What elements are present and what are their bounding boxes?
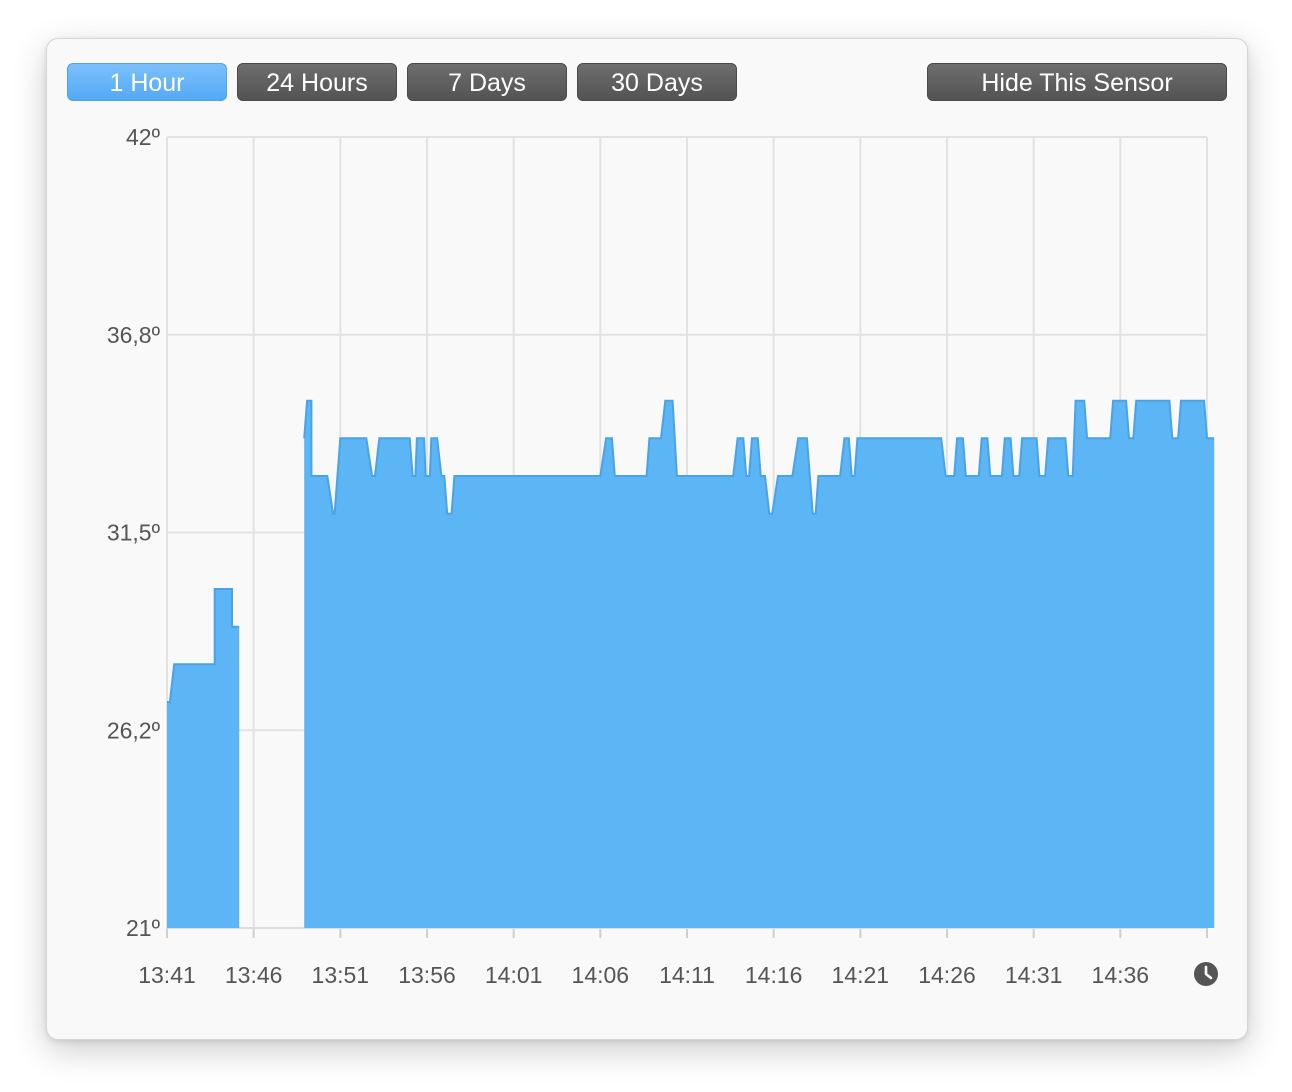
- y-tick-label: 42º: [126, 124, 161, 150]
- sensor-history-window: 1 Hour 24 Hours 7 Days 30 Days Hide This…: [46, 38, 1248, 1040]
- x-tick-label: 14:21: [832, 962, 890, 988]
- y-tick-label: 21º: [126, 915, 161, 941]
- range-30-days-button[interactable]: 30 Days: [577, 63, 737, 101]
- y-tick-label: 36,8º: [107, 322, 161, 348]
- temperature-chart: 21º 26,2º 31,5º 36,8º 42º 13:41 13:46 13:51 13:…: [107, 124, 1218, 988]
- clock-icon[interactable]: [1194, 962, 1218, 986]
- range-24-hours-button[interactable]: 24 Hours: [237, 63, 397, 101]
- range-1-hour-button[interactable]: 1 Hour: [67, 63, 227, 101]
- x-tick-label: 14:01: [485, 962, 543, 988]
- y-tick-label: 31,5º: [107, 520, 161, 546]
- x-tick-label: 13:41: [138, 962, 196, 988]
- range-7-days-button[interactable]: 7 Days: [407, 63, 567, 101]
- x-tick-label: 13:56: [398, 962, 456, 988]
- x-tick-label: 13:51: [312, 962, 370, 988]
- temperature-area: [304, 400, 1215, 928]
- x-tick-label: 13:46: [225, 962, 283, 988]
- temperature-line: [303, 399, 1215, 515]
- x-tick-label: 14:06: [572, 962, 630, 988]
- x-tick-label: 14:36: [1092, 962, 1150, 988]
- hide-sensor-button[interactable]: Hide This Sensor: [927, 63, 1227, 101]
- x-tick-label: 14:16: [745, 962, 803, 988]
- x-tick-label: 14:26: [918, 962, 976, 988]
- temperature-line: [167, 588, 240, 703]
- x-tick-label: 14:11: [659, 962, 715, 988]
- y-tick-label: 26,2º: [107, 717, 161, 743]
- temperature-area: [167, 589, 240, 928]
- x-tick-label: 14:31: [1005, 962, 1063, 988]
